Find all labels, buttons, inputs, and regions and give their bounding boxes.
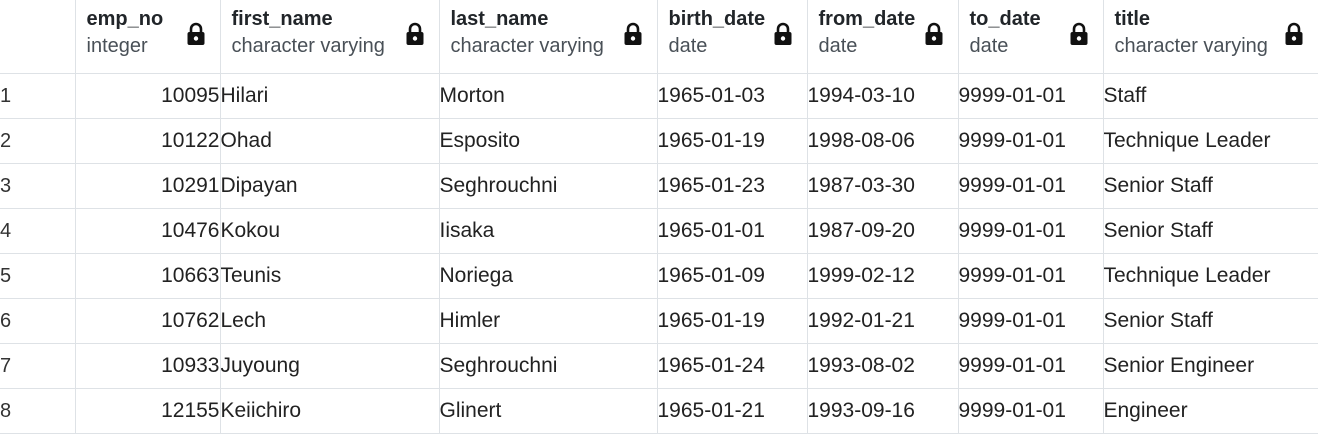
cell-birth-date[interactable]: 1965-01-21 (657, 389, 807, 434)
cell-first-name[interactable]: Dipayan (220, 164, 439, 209)
row-number[interactable]: 2 (0, 119, 75, 164)
column-header-emp-no[interactable]: emp_no integer (75, 0, 220, 74)
cell-to-date[interactable]: 9999-01-01 (958, 209, 1103, 254)
cell-from-date[interactable]: 1993-09-16 (807, 389, 958, 434)
cell-last-name[interactable]: Seghrouchni (439, 344, 657, 389)
cell-title[interactable]: Engineer (1103, 389, 1318, 434)
lock-icon (623, 22, 643, 46)
grid-header: emp_no integer first_name character vary… (0, 0, 1318, 74)
cell-to-date[interactable]: 9999-01-01 (958, 164, 1103, 209)
cell-from-date[interactable]: 1998-08-06 (807, 119, 958, 164)
cell-to-date[interactable]: 9999-01-01 (958, 344, 1103, 389)
cell-last-name[interactable]: Seghrouchni (439, 164, 657, 209)
cell-from-date[interactable]: 1993-08-02 (807, 344, 958, 389)
column-header-first-name[interactable]: first_name character varying (220, 0, 439, 74)
cell-emp-no[interactable]: 12155 (75, 389, 220, 434)
cell-birth-date[interactable]: 1965-01-01 (657, 209, 807, 254)
cell-title[interactable]: Senior Staff (1103, 299, 1318, 344)
cell-emp-no[interactable]: 10933 (75, 344, 220, 389)
cell-birth-date[interactable]: 1965-01-19 (657, 119, 807, 164)
cell-title[interactable]: Technique Leader (1103, 119, 1318, 164)
cell-title[interactable]: Senior Staff (1103, 164, 1318, 209)
cell-from-date[interactable]: 1992-01-21 (807, 299, 958, 344)
cell-first-name[interactable]: Juyoung (220, 344, 439, 389)
cell-birth-date[interactable]: 1965-01-24 (657, 344, 807, 389)
cell-first-name[interactable]: Teunis (220, 254, 439, 299)
cell-to-date[interactable]: 9999-01-01 (958, 254, 1103, 299)
row-number[interactable]: 5 (0, 254, 75, 299)
cell-last-name[interactable]: Iisaka (439, 209, 657, 254)
cell-first-name[interactable]: Kokou (220, 209, 439, 254)
cell-last-name[interactable]: Morton (439, 74, 657, 119)
row-number[interactable]: 3 (0, 164, 75, 209)
column-header-title[interactable]: title character varying (1103, 0, 1318, 74)
cell-last-name[interactable]: Esposito (439, 119, 657, 164)
cell-first-name[interactable]: Lech (220, 299, 439, 344)
cell-emp-no[interactable]: 10291 (75, 164, 220, 209)
cell-emp-no[interactable]: 10762 (75, 299, 220, 344)
cell-to-date[interactable]: 9999-01-01 (958, 74, 1103, 119)
cell-birth-date[interactable]: 1965-01-23 (657, 164, 807, 209)
cell-birth-date[interactable]: 1965-01-03 (657, 74, 807, 119)
column-header-from-date[interactable]: from_date date (807, 0, 958, 74)
row-number[interactable]: 1 (0, 74, 75, 119)
lock-icon (186, 22, 206, 46)
lock-icon (924, 22, 944, 46)
lock-icon (773, 22, 793, 46)
cell-emp-no[interactable]: 10122 (75, 119, 220, 164)
cell-to-date[interactable]: 9999-01-01 (958, 119, 1103, 164)
cell-first-name[interactable]: Ohad (220, 119, 439, 164)
row-number[interactable]: 8 (0, 389, 75, 434)
cell-title[interactable]: Technique Leader (1103, 254, 1318, 299)
cell-birth-date[interactable]: 1965-01-19 (657, 299, 807, 344)
cell-first-name[interactable]: Keiichiro (220, 389, 439, 434)
cell-title[interactable]: Senior Staff (1103, 209, 1318, 254)
row-number-header[interactable] (0, 0, 75, 74)
column-header-to-date[interactable]: to_date date (958, 0, 1103, 74)
row-number[interactable]: 6 (0, 299, 75, 344)
cell-emp-no[interactable]: 10095 (75, 74, 220, 119)
cell-from-date[interactable]: 1987-09-20 (807, 209, 958, 254)
column-header-last-name[interactable]: last_name character varying (439, 0, 657, 74)
cell-from-date[interactable]: 1994-03-10 (807, 74, 958, 119)
lock-icon (1069, 22, 1089, 46)
cell-last-name[interactable]: Noriega (439, 254, 657, 299)
cell-last-name[interactable]: Glinert (439, 389, 657, 434)
cell-from-date[interactable]: 1987-03-30 (807, 164, 958, 209)
cell-to-date[interactable]: 9999-01-01 (958, 299, 1103, 344)
cell-birth-date[interactable]: 1965-01-09 (657, 254, 807, 299)
header-row: emp_no integer first_name character vary… (0, 0, 1318, 74)
cell-to-date[interactable]: 9999-01-01 (958, 389, 1103, 434)
row-number[interactable]: 4 (0, 209, 75, 254)
cell-title[interactable]: Senior Engineer (1103, 344, 1318, 389)
cell-emp-no[interactable]: 10663 (75, 254, 220, 299)
cell-last-name[interactable]: Himler (439, 299, 657, 344)
column-header-birth-date[interactable]: birth_date date (657, 0, 807, 74)
cell-emp-no[interactable]: 10476 (75, 209, 220, 254)
lock-icon (1284, 22, 1304, 46)
cell-title[interactable]: Staff (1103, 74, 1318, 119)
cell-first-name[interactable]: Hilari (220, 74, 439, 119)
row-number[interactable]: 7 (0, 344, 75, 389)
lock-icon (405, 22, 425, 46)
cell-from-date[interactable]: 1999-02-12 (807, 254, 958, 299)
